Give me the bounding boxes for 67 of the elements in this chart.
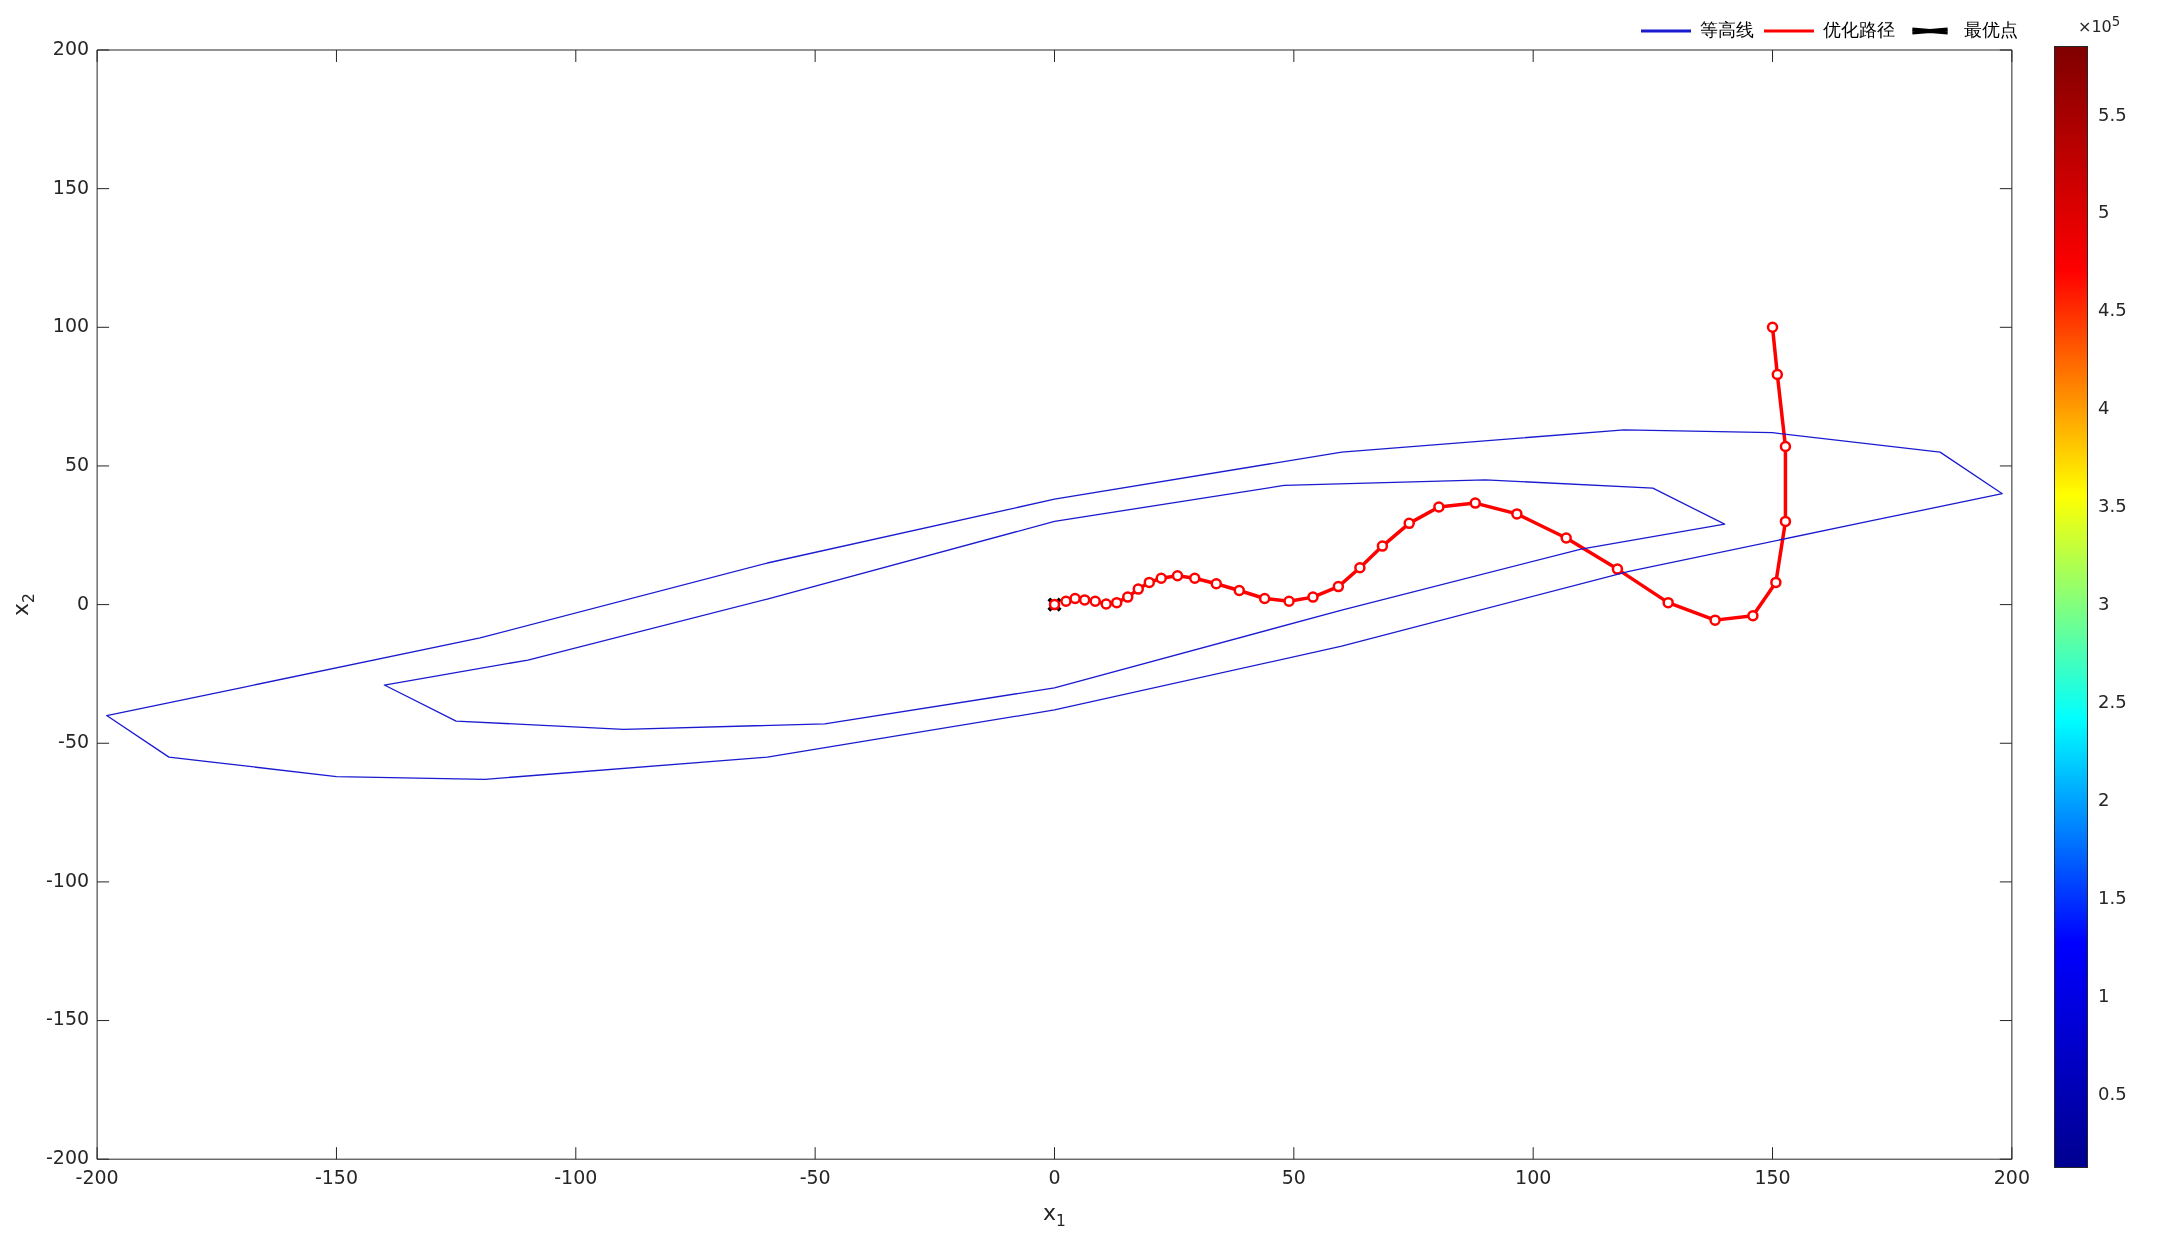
y-tick-label: -100 xyxy=(46,868,90,891)
legend-label: 优化路径 xyxy=(1823,18,1895,40)
legend-label: 最优点 xyxy=(1964,18,2018,40)
point xyxy=(1376,540,1389,552)
color-bar-label: 2 xyxy=(2098,788,2110,811)
color-bar-label: 4.5 xyxy=(2098,299,2127,322)
point xyxy=(1155,572,1167,585)
color-bar-label: 0.5 xyxy=(2098,1082,2127,1105)
point xyxy=(1307,591,1319,603)
text: ×10$^{5}$ xyxy=(2078,14,2121,37)
point xyxy=(1143,576,1156,589)
point xyxy=(1121,591,1134,603)
x-tick-label: -100 xyxy=(554,1165,598,1188)
y-tick-label: 200 xyxy=(52,36,90,59)
point xyxy=(1747,609,1759,622)
color-bar-label: 2.5 xyxy=(2098,690,2127,713)
x-tick-label: 100 xyxy=(1515,1165,1552,1188)
y-tick-label: -150 xyxy=(46,1007,90,1030)
point xyxy=(1709,614,1721,626)
point xyxy=(1403,517,1415,530)
point xyxy=(1560,532,1572,544)
x-tick-label: 200 xyxy=(1993,1165,2030,1188)
point xyxy=(1078,594,1091,606)
point xyxy=(1258,592,1271,605)
point xyxy=(1233,584,1246,597)
x-tick-label: -50 xyxy=(799,1165,831,1188)
point xyxy=(1771,368,1784,381)
point xyxy=(1354,561,1366,574)
point xyxy=(1770,576,1782,589)
color-bar-label: 3.5 xyxy=(2098,495,2127,518)
y-tick-label: -50 xyxy=(58,730,90,753)
y-tick-label: 150 xyxy=(52,175,90,198)
y-axis-title: x2 xyxy=(7,593,38,617)
point xyxy=(1779,515,1792,528)
point xyxy=(1469,497,1482,509)
y-tick-label: -200 xyxy=(46,1146,90,1169)
point xyxy=(1110,596,1123,609)
point xyxy=(1611,563,1624,575)
point xyxy=(1433,501,1445,513)
point xyxy=(1060,595,1072,608)
x-tick-label: 0 xyxy=(1048,1165,1061,1188)
point xyxy=(1089,595,1101,608)
color-bar-label: 4 xyxy=(2098,397,2110,420)
x-tick-label: -150 xyxy=(314,1165,359,1188)
legend-label: 等高线 xyxy=(1700,18,1754,40)
color-bar-label: 5 xyxy=(2098,201,2110,224)
point xyxy=(1779,440,1792,453)
point xyxy=(1283,595,1295,608)
x-tick-label: 150 xyxy=(1754,1165,1791,1188)
point xyxy=(1511,508,1523,520)
point xyxy=(1662,596,1674,609)
color-bar-label: 1.5 xyxy=(2098,886,2127,909)
color-bar-label: 1 xyxy=(2098,984,2110,1007)
point xyxy=(1210,578,1223,590)
y-tick-label: 100 xyxy=(52,314,90,337)
point xyxy=(1332,580,1345,593)
color-bar-label: 3 xyxy=(2098,593,2110,616)
color-bar-label: 5.5 xyxy=(2098,103,2127,126)
point xyxy=(1132,583,1145,595)
x-tick-label: 50 xyxy=(1281,1165,1306,1188)
point xyxy=(1189,572,1201,585)
y-tick-label: 0 xyxy=(77,591,90,614)
point xyxy=(1171,570,1184,582)
point xyxy=(1100,598,1112,610)
point xyxy=(1766,321,1779,334)
y-tick-label: 50 xyxy=(64,452,90,475)
point xyxy=(1069,592,1081,605)
